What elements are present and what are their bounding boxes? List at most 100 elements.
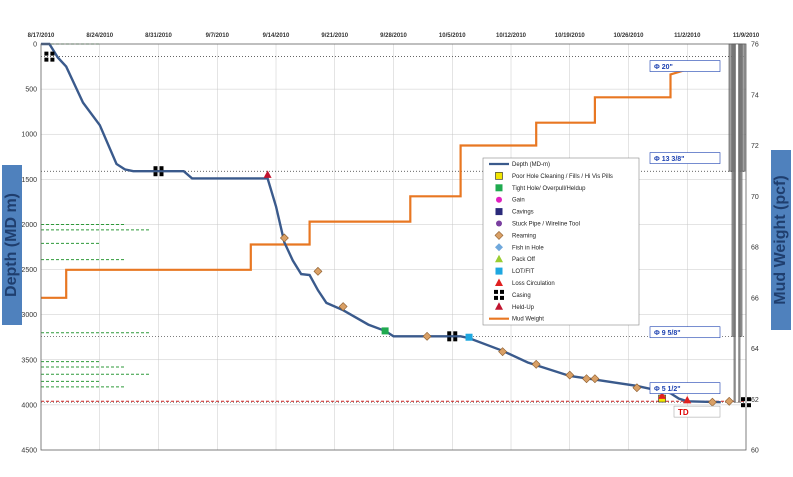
axes-layer: 0 500 1000 1500 2000 2500 3000 3500 4000 4500 60 62… (21, 33, 759, 455)
casing-marker-square (159, 166, 164, 171)
x-tick-label: 10/26/2010 (613, 33, 644, 39)
right-axis-title-bg (771, 150, 791, 330)
casing-marker-square (153, 166, 158, 171)
casing-marker-square (447, 337, 452, 342)
event-marker-casing (741, 397, 751, 408)
td-label-box (673, 405, 721, 418)
event-marker-casing (44, 51, 55, 62)
casing-label-text: Φ 20" (654, 64, 673, 71)
casing-label-text: Φ 5 1/2" (654, 386, 681, 393)
x-tick-label: 9/21/2010 (321, 33, 348, 39)
legend-label: Tight Hole/ Overpull/Heldup (512, 186, 586, 192)
casing-marker-square (44, 57, 49, 62)
legend-swatch (495, 208, 503, 216)
event-marker-held-up (263, 170, 272, 178)
legend-swatch (494, 289, 504, 300)
casing-marker-square (453, 337, 458, 342)
casing-label-box (649, 382, 721, 394)
event-marker-loss-circulation (683, 395, 692, 404)
y-right-tick-label: 64 (751, 346, 759, 353)
event-marker-reaming (531, 359, 541, 369)
casing-column (728, 43, 746, 403)
x-tick-label: 10/5/2010 (439, 33, 466, 39)
event-marker-reaming (279, 233, 289, 243)
event-marker-reaming (422, 331, 432, 341)
casing-label-box (649, 152, 721, 164)
x-tick-label: 9/14/2010 (263, 33, 290, 39)
legend-label: Fish in Hole (512, 245, 544, 251)
x-tick-label: 11/9/2010 (733, 33, 760, 39)
y-right-tick-label: 62 (751, 397, 759, 404)
mud-weight-line (41, 65, 696, 299)
series-layer (41, 42, 721, 404)
x-tick-label: 8/31/2010 (145, 33, 172, 39)
x-tick-label: 8/24/2010 (86, 33, 113, 39)
y-left-tick-label: 1000 (21, 132, 37, 139)
legend-swatch (495, 278, 503, 286)
event-marker-lot-fit (465, 333, 473, 341)
legend-label: Pack Off (512, 257, 535, 263)
x-tick-label: 10/19/2010 (555, 33, 586, 39)
legend-label: Loss Circulation (512, 281, 555, 287)
y-left-tick-label: 2500 (21, 267, 37, 274)
event-marker-reaming (582, 374, 591, 384)
casing-annotations: Φ 20" Φ 13 3/8" Φ 9 5/8" Φ 5 1/2" TD (649, 60, 721, 418)
y-left-tick-label: 500 (25, 87, 37, 94)
legend-swatch (495, 172, 503, 180)
casing-marker-square (153, 172, 158, 177)
y-left-tick-label: 4500 (21, 448, 37, 455)
casing-marker-square (494, 295, 498, 300)
x-tick-label: 9/28/2010 (380, 33, 407, 39)
event-markers (44, 51, 751, 408)
left-axis-title-bg (2, 165, 22, 325)
casing-marker-square (50, 57, 55, 62)
event-marker-casing (447, 331, 458, 342)
y-right-tick-label: 68 (751, 245, 759, 252)
x-tick-label: 8/17/2010 (28, 33, 55, 39)
casing-marker-square (447, 331, 452, 336)
casing-marker-square (494, 289, 498, 294)
y-right-tick-label: 76 (751, 42, 759, 49)
legend-swatch (495, 243, 503, 252)
y-left-tick-label: 1500 (21, 177, 37, 184)
event-marker-reaming (338, 302, 348, 311)
right-axis-title-group: Mud Weight (pcf) (771, 150, 791, 330)
legend-label: Held-Up (512, 305, 535, 311)
depth-line (41, 42, 721, 404)
y-axis-left-title: Depth (MD m) (3, 193, 20, 297)
legend-swatch (495, 302, 503, 310)
casing-label-text: Φ 9 5/8" (654, 330, 681, 337)
legend-label: Stuck Pipe / Wireline Tool (512, 222, 580, 228)
casing-label-box (649, 60, 721, 72)
casing-marker-square (44, 51, 49, 56)
casing-marker-square (741, 397, 745, 402)
casing-marker-square (453, 331, 458, 336)
event-marker-tight-hole-overpull-heldup (381, 327, 389, 335)
legend-swatch (495, 184, 503, 192)
event-marker-reaming (724, 396, 734, 406)
y-left-tick-label: 3500 (21, 357, 37, 364)
casing-marker-square (50, 51, 55, 56)
y-right-tick-label: 72 (751, 143, 759, 150)
y-axis-right-title: Mud Weight (pcf) (772, 175, 789, 304)
x-tick-label: 11/2/2010 (674, 33, 701, 39)
legend-box (482, 157, 640, 326)
legend-swatch (495, 267, 503, 275)
event-marker-reaming (590, 374, 600, 384)
legend-label: Casing (512, 293, 531, 299)
casing-marker-square (747, 397, 751, 402)
event-marker-casing (153, 166, 164, 177)
legend-swatch (496, 220, 502, 227)
y-right-tick-label: 70 (751, 194, 759, 201)
casing-marker-square (500, 289, 504, 294)
y-left-tick-label: 0 (33, 42, 37, 49)
casing-marker-square (500, 295, 504, 300)
legend: Depth (MD-m) Poor Hole Cleaning / Fills /… (482, 157, 640, 326)
legend-swatch (495, 254, 503, 263)
y-left-tick-label: 2000 (21, 222, 37, 229)
casing-label-text: Φ 13 3/8" (654, 156, 684, 163)
legend-swatch (494, 230, 504, 240)
casing-label-box (649, 326, 721, 339)
event-marker-reaming (313, 266, 323, 276)
